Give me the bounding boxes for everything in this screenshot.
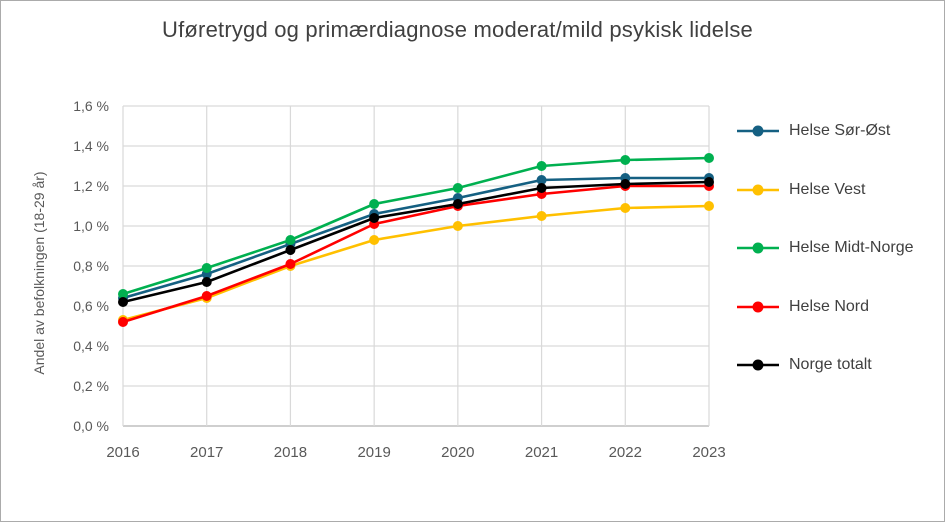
data-point-helse-midt-norge-2017 — [201, 263, 212, 273]
y-tick-label: 0,4 % — [73, 338, 109, 354]
data-point-helse-midt-norge-2023 — [704, 153, 714, 163]
data-point-helse-nord-2016 — [118, 317, 128, 327]
legend-item-helse-vest: Helse Vest — [737, 178, 865, 202]
x-tick-label: 2021 — [525, 444, 558, 461]
chart-title: Uføretrygd og primærdiagnose moderat/mil… — [162, 17, 753, 42]
data-point-helse-midt-norge-2018 — [285, 235, 296, 245]
data-point-norge-totalt-2018 — [285, 245, 296, 255]
x-tick-label: 2017 — [190, 444, 223, 461]
data-point-norge-totalt-2021 — [536, 183, 547, 193]
legend-item-norge-totalt: Norge totalt — [737, 353, 872, 377]
x-tick-label: 2016 — [106, 444, 139, 461]
legend-label: Helse Nord — [789, 297, 870, 315]
y-tick-label: 0,6 % — [73, 298, 109, 314]
data-point-norge-totalt-2022 — [620, 179, 631, 189]
data-point-norge-totalt-2020 — [452, 199, 463, 209]
y-tick-label: 1,4 % — [73, 138, 109, 154]
data-point-norge-totalt-2017 — [201, 277, 212, 287]
data-point-norge-totalt-2019 — [369, 213, 380, 223]
series-line-helse-vest — [121, 204, 711, 322]
y-tick-label: 0,0 % — [73, 418, 109, 434]
x-tick-label: 2018 — [274, 444, 307, 461]
data-point-helse-vest-2023 — [704, 201, 714, 211]
x-tick-label: 2022 — [609, 444, 642, 461]
legend-item-helse-midt-norge: Helse Midt-Norge — [737, 236, 913, 260]
data-point-helse-vest-2021 — [536, 211, 547, 221]
legend-marker-helse-midt-norge — [737, 242, 779, 254]
y-tick-label: 0,8 % — [73, 258, 109, 274]
data-point-helse-midt-norge-2016 — [118, 289, 128, 299]
legend-label: Norge totalt — [789, 356, 872, 373]
y-tick-label: 1,0 % — [73, 218, 109, 234]
data-point-helse-midt-norge-2019 — [369, 199, 380, 209]
legend-label: Helse Sør-Øst — [789, 122, 891, 139]
x-tick-label: 2019 — [357, 444, 390, 461]
data-point-norge-totalt-2016 — [118, 297, 128, 307]
data-point-helse-s-r-st-2021 — [536, 175, 547, 185]
x-tick-label: 2020 — [441, 444, 474, 461]
x-tick-label: 2023 — [692, 444, 725, 461]
legend-marker-helse-nord — [737, 301, 779, 312]
y-tick-label: 0,2 % — [73, 378, 109, 394]
data-point-norge-totalt-2023 — [704, 177, 714, 187]
series-line-helse-s-r-st — [121, 176, 711, 300]
legend-marker-helse-vest — [737, 184, 779, 195]
legend-label: Helse Midt-Norge — [789, 239, 914, 256]
data-point-helse-vest-2022 — [620, 203, 631, 213]
data-point-helse-nord-2017 — [201, 291, 212, 301]
legend-item-helse-nord: Helse Nord — [737, 295, 869, 319]
series-line-helse-nord — [121, 184, 711, 324]
legend-label: Helse Vest — [789, 180, 866, 198]
data-point-helse-vest-2019 — [369, 235, 380, 245]
y-tick-label: 1,2 % — [73, 178, 109, 194]
legend-item-helse-s-r-st: Helse Sør-Øst — [737, 119, 890, 143]
data-point-helse-vest-2020 — [452, 221, 463, 231]
legend-marker-norge-totalt — [737, 359, 779, 371]
y-tick-label: 1,6 % — [73, 98, 109, 114]
data-point-helse-midt-norge-2020 — [452, 183, 463, 193]
series-line-norge-totalt — [121, 180, 711, 304]
data-point-helse-nord-2018 — [285, 259, 296, 269]
data-point-helse-midt-norge-2021 — [536, 161, 547, 171]
legend-marker-helse-s-r-st — [737, 125, 779, 137]
series-line-helse-midt-norge — [121, 156, 711, 296]
data-point-helse-midt-norge-2022 — [620, 155, 631, 165]
